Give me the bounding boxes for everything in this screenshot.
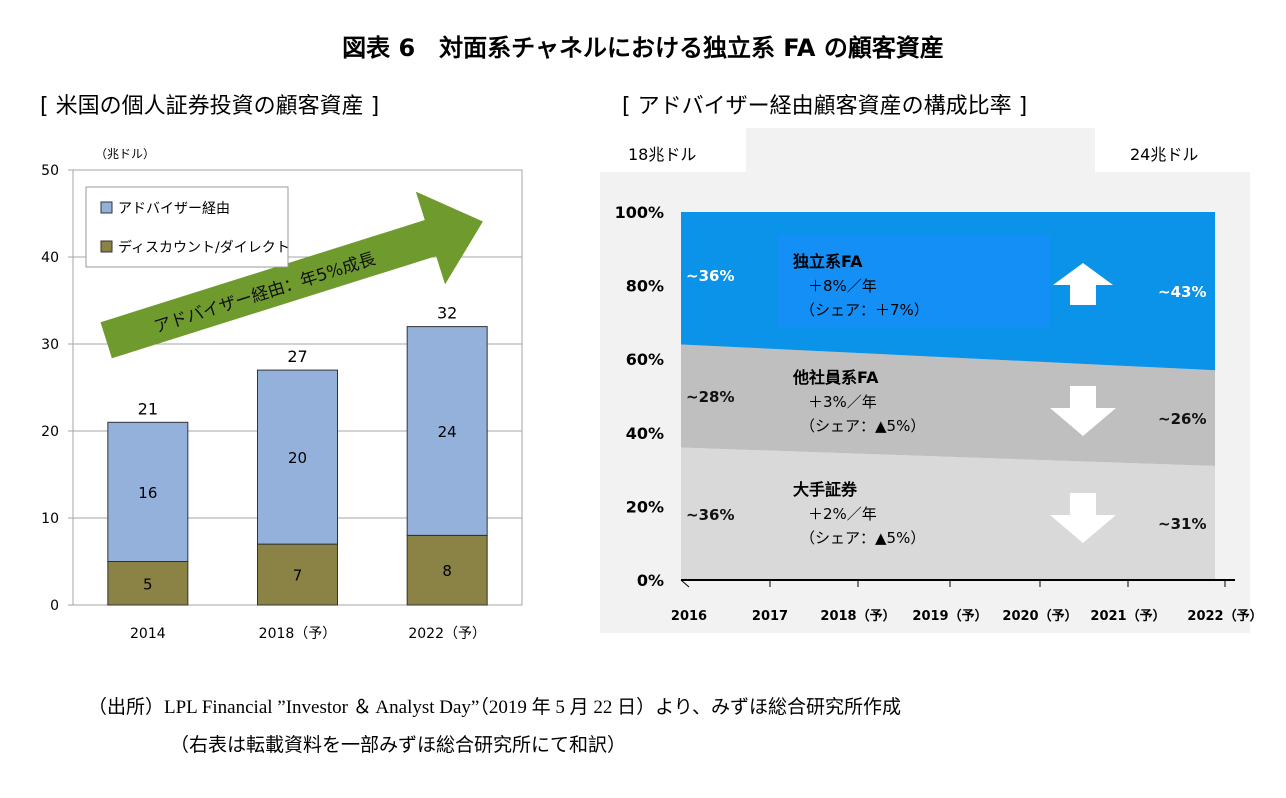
y-tick-label: 80% [626,277,664,296]
start-share-label: ~36% [686,506,734,524]
arrow-down-icon [1050,493,1116,543]
legend-label: アドバイザー経由 [118,201,230,217]
bar-segment [257,543,338,606]
end-share-label: ~26% [1158,410,1206,428]
bar-segment [107,421,189,562]
segment-share: （シェア：▲5%） [800,529,925,547]
x-tick-label: 2016 [671,609,707,624]
data-label: 16 [138,484,157,502]
total-start: 18兆ドル [628,145,696,164]
area-1 [681,344,1215,466]
segment-share: （シェア：＋7%） [800,301,929,319]
total-end-box [1095,128,1250,172]
figure-title: 図表 6 対面系チャネルにおける独立系 FA の顧客資産 [342,34,944,62]
legend [85,186,289,268]
segment-share: （シェア：▲5%） [800,417,925,435]
segment-growth: ＋8%／年 [808,277,877,295]
x-tick [680,579,690,588]
x-tick-label: 2022（予） [1187,608,1262,624]
left-bar-chart: （兆ドル） 0 10 20 30 40 50 5 16 21 2014 7 20 27 2018（予） 8 2… [41,147,523,642]
x-tick-label: 2020（予） [1002,608,1077,624]
segment-name: 他社員系FA [792,368,879,387]
source-note: （出所）LPL Financial ”Investor ＆ Analyst Da… [88,697,901,718]
bar-segment [406,534,488,606]
x-tick-label: 2019（予） [912,608,987,624]
source-note-2: （右表は転載資料を一部みずほ総合研究所にて和訳） [170,735,627,756]
x-tick-label: 2021（予） [1090,608,1165,624]
y-tick-label: 0% [637,571,664,590]
data-label: 5 [143,575,153,593]
arrow-up-icon [1053,263,1113,305]
total-label: 27 [287,347,307,366]
x-tick-label: 2018（予） [820,608,895,624]
legend-label: ディスカウント/ダイレクト [118,239,290,256]
y-unit-label: （兆ドル） [95,147,155,161]
x-tick-label: 2022（予） [408,626,486,642]
segment-growth: ＋2%／年 [808,505,877,523]
total-end: 24兆ドル [1130,145,1198,164]
start-share-label: ~28% [686,388,734,406]
segment-name: 独立系FA [793,252,863,271]
arrow-down-icon [1050,386,1116,436]
y-tick-label: 40% [626,424,664,443]
data-label: 7 [293,567,303,585]
x-tick-label: 2014 [130,626,166,642]
legend-swatch [100,201,113,214]
arrow-icon [100,191,483,359]
y-tick-label: 0 [50,598,59,614]
right-area-chart: 18兆ドル 24兆ドル 0% 20% 40% 60% 80% 100% 2016 2017 2018… [600,128,1263,633]
bar-segment [406,326,488,536]
y-tick-label: 60% [626,350,664,369]
y-tick-label: 40 [41,250,59,266]
bar-segment [107,561,189,606]
data-label: 8 [442,562,452,580]
total-label: 21 [138,399,158,418]
left-chart-subtitle: [ 米国の個人証券投資の顧客資産 ] [40,94,380,119]
end-share-label: ~43% [1158,283,1206,301]
legend-swatch [100,240,113,253]
x-tick-label: 2017 [752,609,788,624]
y-tick-label: 10 [41,511,59,527]
y-tick-label: 50 [41,163,59,179]
y-tick-label: 20 [41,424,59,440]
total-label: 32 [437,304,457,323]
area-0 [681,447,1215,580]
y-tick-label: 30 [41,337,59,353]
end-share-label: ~31% [1158,515,1206,533]
start-share-label: ~36% [686,267,734,285]
x-tick-label: 2018（予） [259,626,337,642]
segment-name: 大手証券 [793,480,858,499]
bar-segment [257,369,338,545]
y-tick-label: 100% [615,203,664,222]
y-tick-label: 20% [626,497,664,516]
data-label: 24 [438,423,457,441]
data-label: 20 [288,449,307,467]
highlight-box [778,236,1050,328]
total-start-box [600,128,746,172]
right-chart-subtitle: [ アドバイザー経由顧客資産の構成比率 ] [622,94,1028,119]
segment-growth: ＋3%／年 [808,393,877,411]
